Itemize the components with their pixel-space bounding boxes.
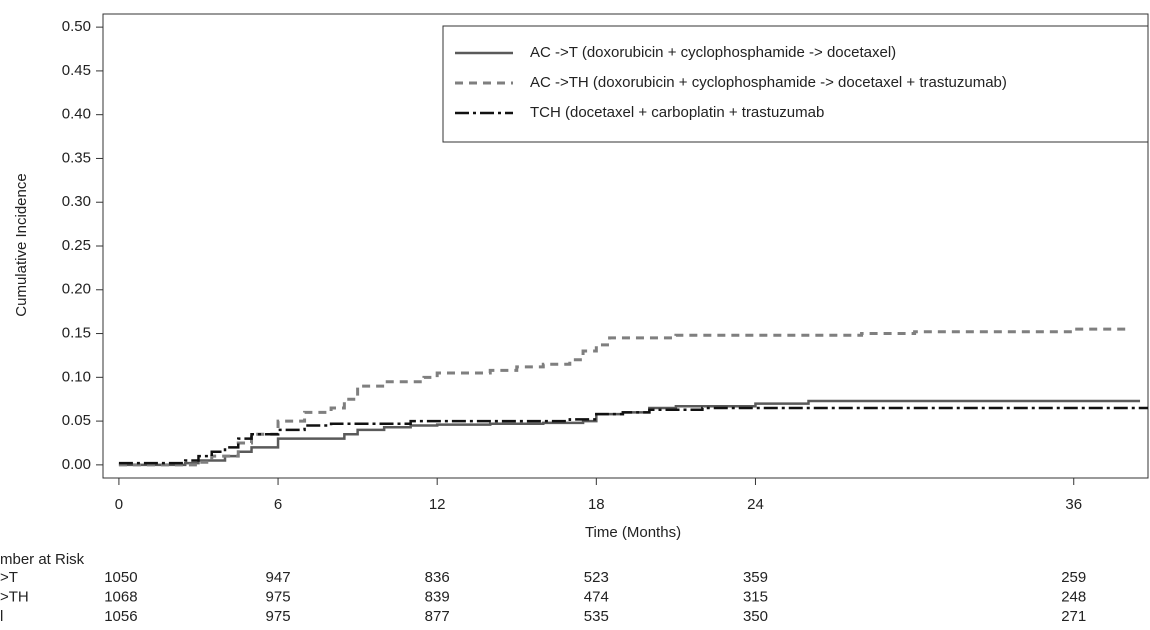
y-tick-label: 0.15 [62, 325, 91, 342]
risk-row-label: >T [0, 569, 18, 586]
risk-count: 271 [1061, 608, 1086, 625]
y-tick-label: 0.35 [62, 149, 91, 166]
y-tick-label: 0.25 [62, 237, 91, 254]
x-tick-label: 0 [115, 496, 123, 513]
risk-count: 1056 [104, 608, 137, 625]
risk-count: 359 [743, 569, 768, 586]
risk-count: 1050 [104, 569, 137, 586]
legend-label: AC ->TH (doxorubicin + cyclophosphamide … [530, 74, 1007, 91]
x-tick-label: 18 [588, 496, 605, 513]
risk-count: 947 [266, 569, 291, 586]
step-line [118, 399, 1141, 467]
y-tick-label: 0.50 [62, 18, 91, 35]
risk-count: 248 [1061, 588, 1086, 605]
legend-box [442, 25, 1149, 143]
risk-count: 350 [743, 608, 768, 625]
y-tick-label: 0.30 [62, 193, 91, 210]
step-line [118, 406, 1148, 465]
x-tick-label: 24 [747, 496, 764, 513]
risk-count: 839 [425, 588, 450, 605]
y-tick-label: 0.45 [62, 62, 91, 79]
risk-count: 315 [743, 588, 768, 605]
risk-count: 877 [425, 608, 450, 625]
y-tick-label: 0.00 [62, 456, 91, 473]
risk-count: 474 [584, 588, 609, 605]
legend-label: AC ->T (doxorubicin + cyclophosphamide -… [530, 44, 896, 61]
x-axis-label: Time (Months) [585, 524, 681, 541]
risk-count: 259 [1061, 569, 1086, 586]
x-tick-label: 36 [1065, 496, 1082, 513]
y-tick-label: 0.10 [62, 368, 91, 385]
risk-count: 1068 [104, 588, 137, 605]
risk-count: 523 [584, 569, 609, 586]
legend-label: TCH (docetaxel + carboplatin + trastuzum… [530, 104, 824, 121]
y-tick-label: 0.05 [62, 412, 91, 429]
risk-count: 535 [584, 608, 609, 625]
step-line [118, 326, 1129, 467]
risk-row-label: l [0, 608, 3, 625]
y-tick-label: 0.20 [62, 281, 91, 298]
x-tick-label: 6 [274, 496, 282, 513]
y-axis-label: Cumulative Incidence [13, 173, 30, 316]
risk-count: 836 [425, 569, 450, 586]
risk-row-label: >TH [0, 588, 29, 605]
x-tick-label: 12 [429, 496, 446, 513]
risk-count: 975 [266, 588, 291, 605]
y-tick-label: 0.40 [62, 106, 91, 123]
risk-table-title: mber at Risk [0, 551, 85, 568]
risk-count: 975 [266, 608, 291, 625]
